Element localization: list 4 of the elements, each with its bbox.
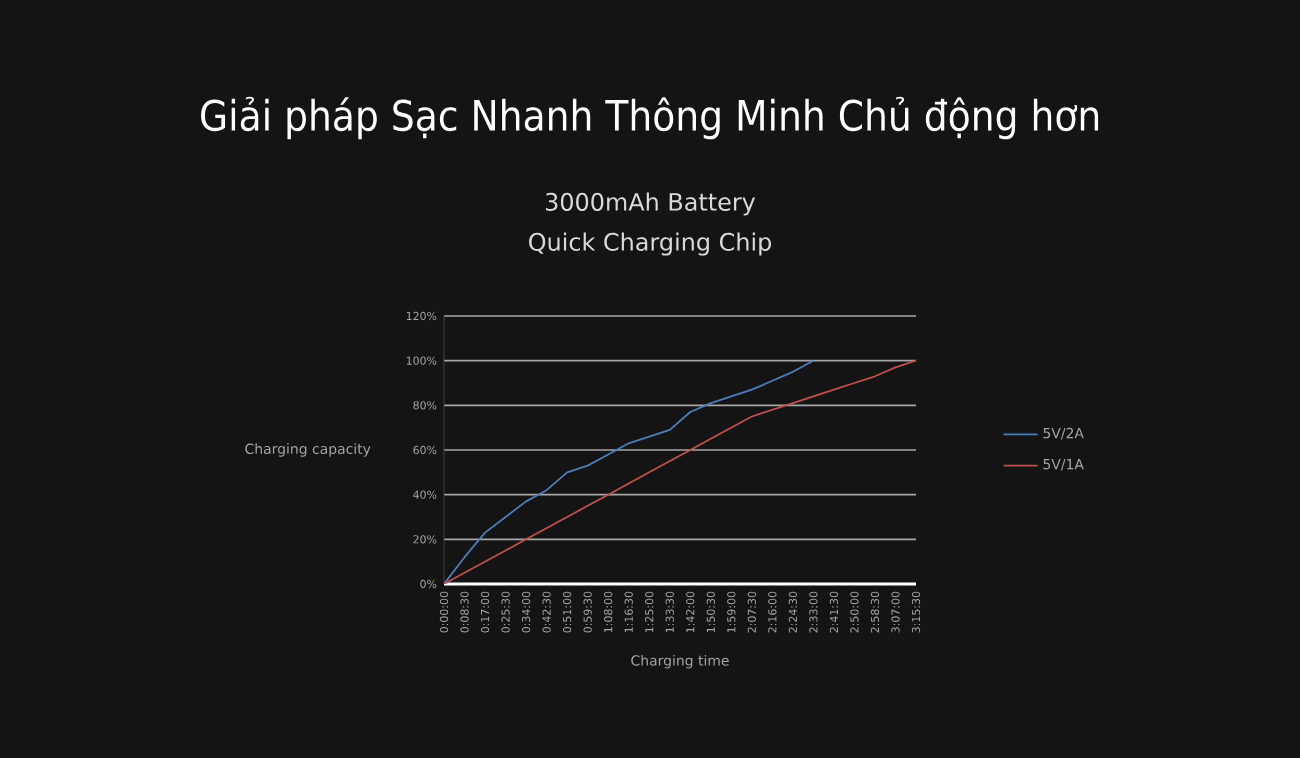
chart-title: Giải pháp Sạc Nhanh Thông Minh Chủ động hơn	[201, 96, 1099, 140]
line-series	[444, 359, 815, 584]
text: Quick Charging Chip	[529, 232, 772, 256]
chart-subtitle: 3000mAh Battery	[545, 192, 756, 216]
